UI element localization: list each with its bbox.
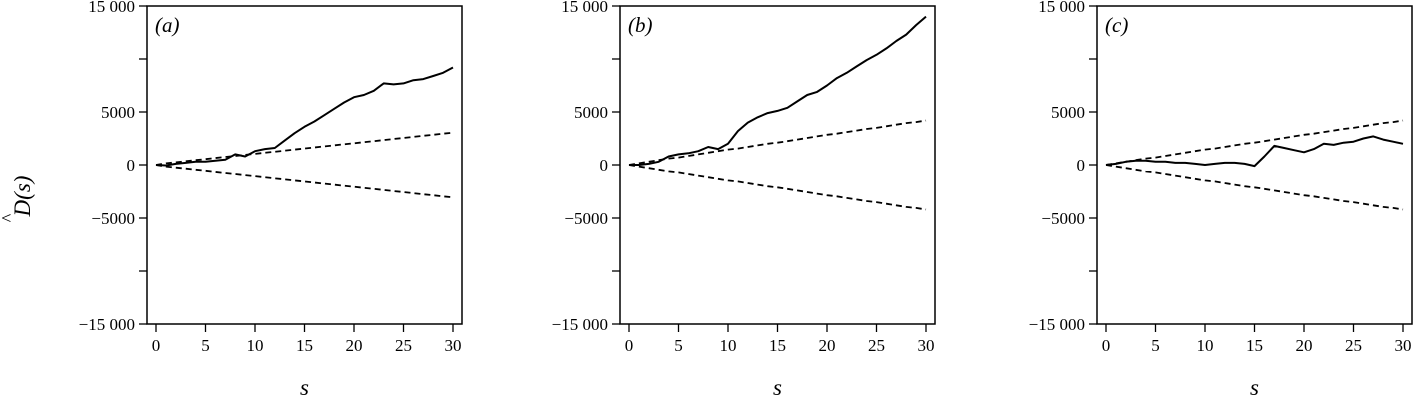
y-tick-label: −5000 xyxy=(91,209,135,228)
y-axis-title-text: D(s) xyxy=(10,176,35,218)
observed-line xyxy=(155,66,454,167)
x-tick-label: 30 xyxy=(918,336,935,355)
y-tick-label: 15 000 xyxy=(1038,0,1085,16)
observed-line xyxy=(629,15,927,166)
panel-c: 0 5 10 15 20 25 30 15 000 5000 0 −5000 −15 000 (c) s xyxy=(1029,0,1413,400)
x-tick-label: 5 xyxy=(674,336,683,355)
panel-label: (c) xyxy=(1105,13,1128,37)
x-tick-label: 10 xyxy=(1197,336,1214,355)
observed-line xyxy=(1105,135,1404,168)
x-tick-label: 15 xyxy=(1246,336,1263,355)
upper-envelope-line xyxy=(155,131,454,166)
y-tick-label: −15 000 xyxy=(1029,315,1085,334)
x-tick-label: 10 xyxy=(720,336,737,355)
x-axis-title: s xyxy=(773,375,782,400)
y-tick-label: 15 000 xyxy=(88,0,135,16)
y-tick-label: 5000 xyxy=(1051,103,1085,122)
y-tick-label: 5000 xyxy=(101,103,135,122)
x-tick-label: 15 xyxy=(769,336,786,355)
y-tick-label: −15 000 xyxy=(79,315,135,334)
x-tick-label: 20 xyxy=(346,336,363,355)
y-tick-label: −15 000 xyxy=(552,315,608,334)
x-tick-label: 20 xyxy=(819,336,836,355)
plot-frame xyxy=(146,5,463,325)
x-tick-label: 30 xyxy=(1395,336,1412,355)
lower-envelope-line xyxy=(155,164,454,199)
x-tick-label: 20 xyxy=(1296,336,1313,355)
plot-frame xyxy=(619,5,936,325)
x-tick-label: 30 xyxy=(445,336,462,355)
x-axis-title: s xyxy=(1250,375,1259,400)
x-tick-label: 5 xyxy=(1151,336,1160,355)
x-axis-title: s xyxy=(300,375,309,400)
y-axis-title-hat: ^ xyxy=(0,213,18,222)
x-tick-label: 0 xyxy=(625,336,634,355)
panel-b: 0 5 10 15 20 25 30 15 000 5000 0 −5000 −15 000 (b) s xyxy=(552,0,936,400)
upper-envelope-line xyxy=(1105,119,1404,166)
x-tick-label: 25 xyxy=(1345,336,1362,355)
panel-label: (a) xyxy=(155,13,180,37)
y-tick-label: −5000 xyxy=(1041,209,1085,228)
x-tick-label: 25 xyxy=(868,336,885,355)
x-tick-label: 0 xyxy=(1102,336,1111,355)
y-tick-label: 5000 xyxy=(574,103,608,122)
x-tick-label: 5 xyxy=(201,336,210,355)
panel-label: (b) xyxy=(628,13,653,37)
y-tick-label: 0 xyxy=(127,156,136,175)
y-tick-label: 0 xyxy=(1077,156,1086,175)
y-tick-label: −5000 xyxy=(564,209,608,228)
x-tick-label: 0 xyxy=(152,336,161,355)
lower-envelope-line xyxy=(628,164,927,211)
upper-envelope-line xyxy=(628,119,927,166)
x-tick-label: 15 xyxy=(296,336,313,355)
x-tick-label: 25 xyxy=(395,336,412,355)
y-axis-title: D(s) ^ xyxy=(0,176,35,223)
panel-a: 0 5 10 15 20 25 30 15 000 5000 0 −5000 −15 000 (a) s xyxy=(79,0,463,400)
lower-envelope-line xyxy=(1105,164,1404,211)
x-tick-label: 10 xyxy=(247,336,264,355)
y-tick-label: 15 000 xyxy=(561,0,608,16)
y-tick-label: 0 xyxy=(600,156,609,175)
